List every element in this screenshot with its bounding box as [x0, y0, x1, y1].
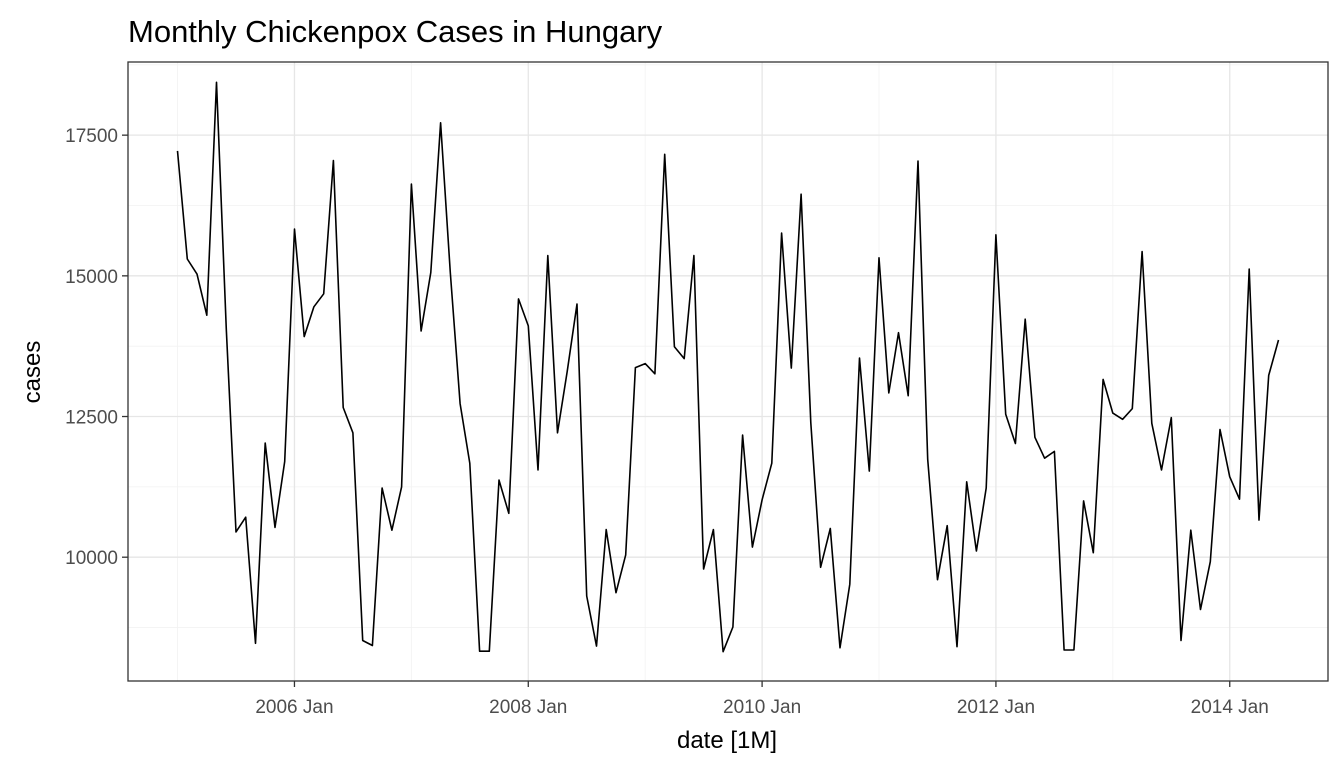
plot-panel	[127, 61, 1329, 682]
y-tick-label: 10000	[65, 548, 118, 569]
y-axis: 10000 12500 15000 17500	[65, 126, 128, 569]
y-tick-label: 17500	[65, 126, 118, 147]
y-axis-title: cases	[19, 341, 46, 404]
x-tick-label: 2014 Jan	[1191, 697, 1269, 718]
x-axis: 2006 Jan 2008 Jan 2010 Jan 2012 Jan 2014 Jan	[255, 681, 1269, 718]
grid	[128, 62, 1328, 681]
y-tick-label: 12500	[65, 408, 118, 429]
x-tick-label: 2006 Jan	[255, 697, 333, 718]
chart-title: Monthly Chickenpox Cases in Hungary	[128, 14, 663, 49]
series-line-cases	[176, 81, 1280, 653]
x-tick-label: 2012 Jan	[957, 697, 1035, 718]
x-tick-label: 2010 Jan	[723, 697, 801, 718]
x-axis-title: date [1M]	[677, 727, 777, 754]
y-tick-label: 15000	[65, 267, 118, 288]
x-tick-label: 2008 Jan	[489, 697, 567, 718]
series-layer	[176, 81, 1280, 653]
